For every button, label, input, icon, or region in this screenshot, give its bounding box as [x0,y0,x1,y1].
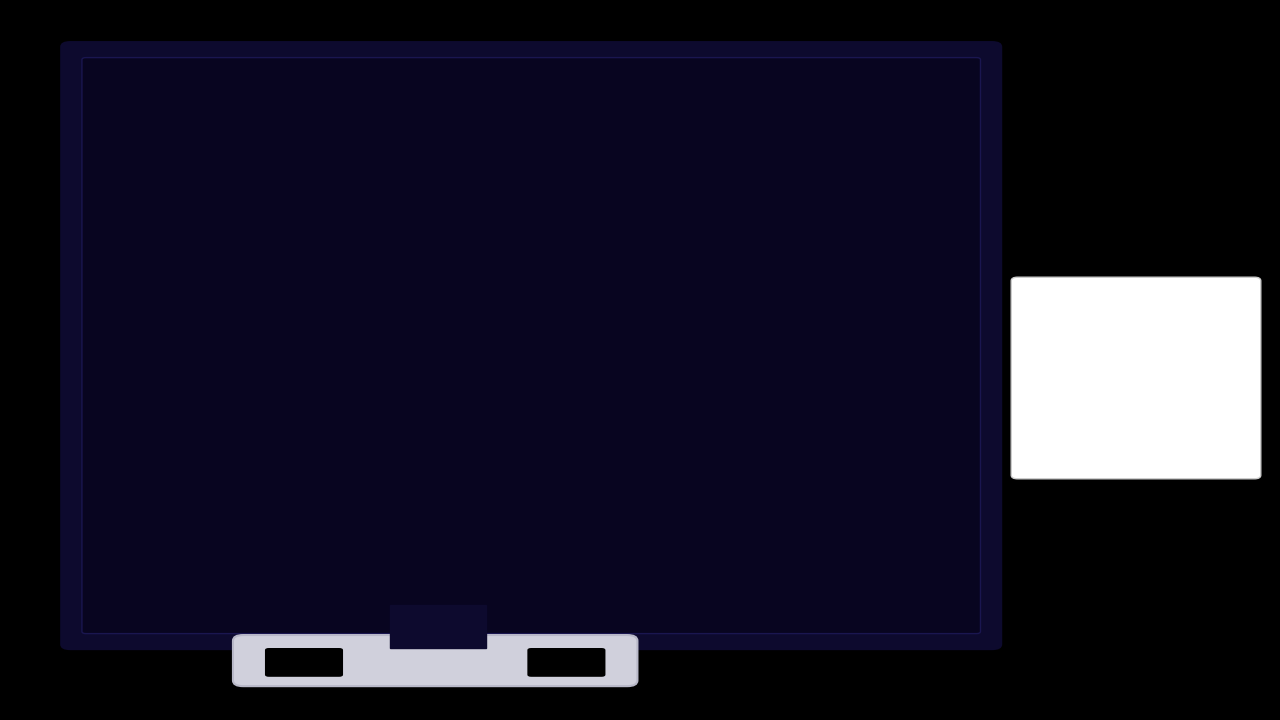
Text: Ad breaks: Ad breaks [1082,329,1185,349]
Text: Viewer session: Viewer session [1082,411,1236,431]
Bar [1037,320,1068,359]
Bar [1037,401,1068,440]
